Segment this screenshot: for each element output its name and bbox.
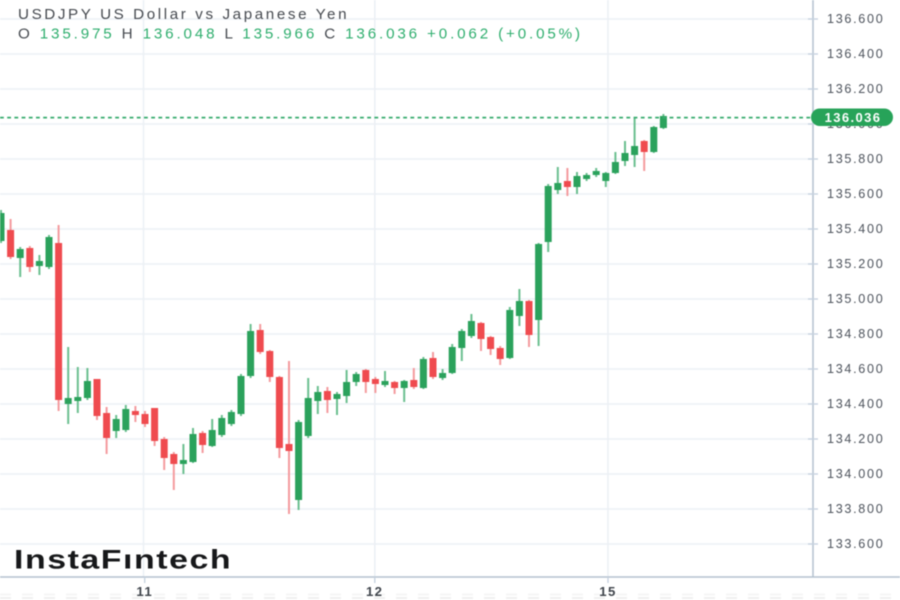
svg-text:136.036: 136.036 <box>825 110 882 125</box>
svg-text:InstaFıntech: InstaFıntech <box>14 545 232 575</box>
svg-text:15: 15 <box>599 584 616 599</box>
svg-text:135.200: 135.200 <box>827 257 884 271</box>
svg-text:12: 12 <box>366 584 383 599</box>
svg-text:USDJPY US Dollar vs Japanese Y: USDJPY US Dollar vs Japanese Yen <box>18 6 349 23</box>
svg-text:135.400: 135.400 <box>827 222 884 236</box>
svg-text:134.400: 134.400 <box>827 397 884 411</box>
svg-text:133.600: 133.600 <box>827 537 884 551</box>
svg-text:136.600: 136.600 <box>827 12 884 26</box>
svg-text:135.800: 135.800 <box>827 152 884 166</box>
svg-text:136.400: 136.400 <box>827 47 884 61</box>
svg-text:134.000: 134.000 <box>827 467 884 481</box>
svg-text:135.000: 135.000 <box>827 292 884 306</box>
svg-text:134.600: 134.600 <box>827 362 884 376</box>
svg-text:O 135.975 H 136.048 L 135.966: O 135.975 H 136.048 L 135.966 C 136.036 … <box>18 26 583 43</box>
svg-text:11: 11 <box>136 584 153 599</box>
svg-text:134.200: 134.200 <box>827 432 884 446</box>
svg-text:136.200: 136.200 <box>827 82 884 96</box>
svg-text:133.800: 133.800 <box>827 502 884 516</box>
svg-text:135.600: 135.600 <box>827 187 884 201</box>
svg-text:134.800: 134.800 <box>827 327 884 341</box>
